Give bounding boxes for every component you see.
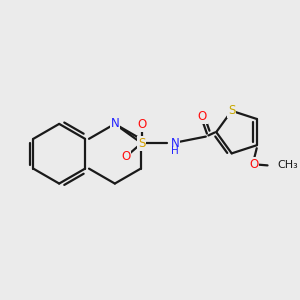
Text: CH₃: CH₃ — [277, 160, 298, 170]
Text: S: S — [228, 104, 236, 117]
Text: O: O — [122, 150, 130, 163]
Text: O: O — [198, 110, 207, 123]
Text: O: O — [137, 118, 146, 131]
Text: O: O — [249, 158, 258, 171]
Text: S: S — [138, 137, 146, 150]
Text: N: N — [171, 137, 180, 150]
Text: N: N — [110, 117, 119, 130]
Text: H: H — [171, 146, 179, 157]
